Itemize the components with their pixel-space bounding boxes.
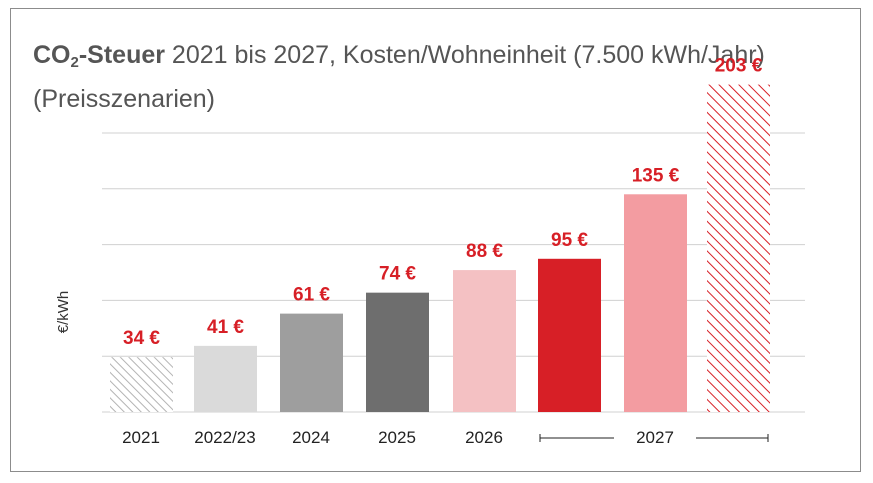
y-axis-label: €/kWh xyxy=(55,291,72,334)
x-tick-label: 2022/23 xyxy=(194,428,255,447)
x-tick-labels: 2021 2022/23 2024 2025 2026 2027 xyxy=(122,428,769,447)
x-tick-label: 2027 xyxy=(636,428,674,447)
value-label: 74 € xyxy=(379,264,416,285)
value-label: 88 € xyxy=(466,241,503,262)
value-label: 95 € xyxy=(551,230,588,251)
x-tick-label: 2021 xyxy=(122,428,160,447)
value-labels: 34 € 41 € 61 € 74 € 88 € 95 € 135 € 203 € xyxy=(123,56,763,350)
bars xyxy=(110,84,770,412)
value-label: 61 € xyxy=(293,285,330,306)
chart-subtitle: (Preisszenarien) xyxy=(33,85,216,113)
title-co2: CO2-Steuer xyxy=(33,41,165,71)
bar xyxy=(366,292,429,412)
bar xyxy=(194,345,257,412)
x-tick-label: 2025 xyxy=(378,428,416,447)
bar xyxy=(538,258,601,412)
value-label: 135 € xyxy=(632,165,680,186)
title-rest: 2021 bis 2027, Kosten/Wohneinheit (7.500… xyxy=(164,41,765,69)
x-tick-label: 2024 xyxy=(292,428,330,447)
bar xyxy=(110,357,173,412)
value-label: 203 € xyxy=(715,56,763,77)
bar xyxy=(453,270,516,412)
chart-title: CO2-Steuer 2021 bis 2027, Kosten/Wohnein… xyxy=(33,40,765,70)
value-label: 41 € xyxy=(207,317,244,338)
bar xyxy=(280,313,343,412)
x-tick-label: 2026 xyxy=(465,428,503,447)
bar xyxy=(707,84,770,412)
value-label: 34 € xyxy=(123,328,160,349)
bar xyxy=(624,194,687,412)
